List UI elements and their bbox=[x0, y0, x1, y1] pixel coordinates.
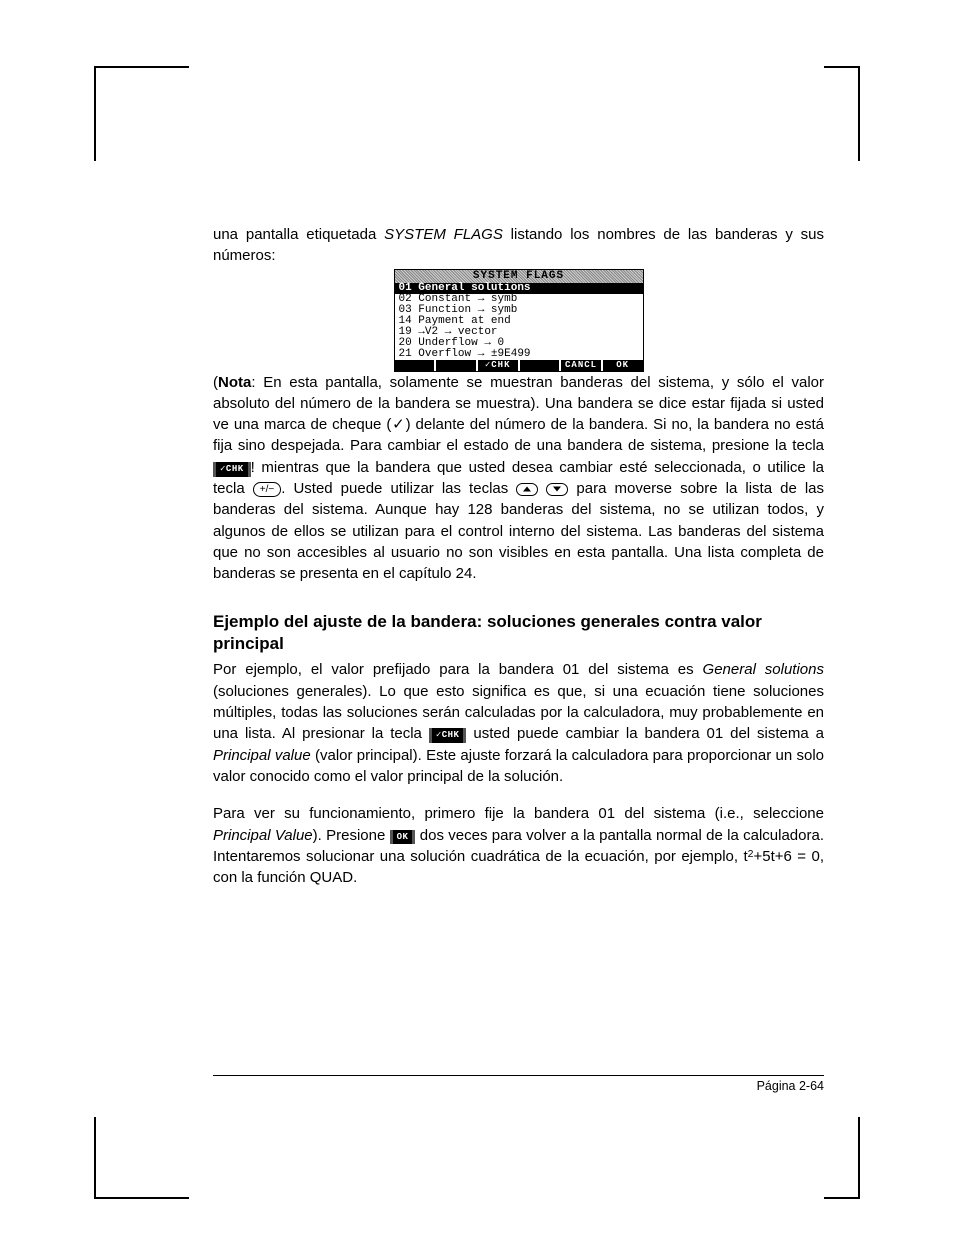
intro-pre: una pantalla etiquetada bbox=[213, 226, 384, 243]
lcd-line: 14 Payment at end bbox=[395, 316, 643, 327]
intro-flags-label: SYSTEM FLAGS bbox=[384, 226, 503, 243]
lcd-line: 02 Constant → symb bbox=[395, 294, 643, 305]
lcd-line: 19 →V2 → vector bbox=[395, 327, 643, 338]
p4-t2: ). Presione bbox=[313, 827, 390, 844]
crop-mark-bl bbox=[94, 1117, 189, 1199]
p3-it2: Principal value bbox=[213, 747, 311, 764]
lcd-title: SYSTEM FLAGS bbox=[395, 270, 643, 283]
crop-mark-tr bbox=[824, 66, 860, 161]
lcd-selected-row: 01 General solutions bbox=[395, 283, 643, 294]
section-heading: Ejemplo del ajuste de la bandera: soluci… bbox=[213, 611, 824, 656]
crop-mark-br bbox=[824, 1117, 860, 1199]
lcd-menu-item: CANCL bbox=[559, 360, 601, 371]
nota-paragraph: (Nota: En esta pantalla, solamente se mu… bbox=[213, 372, 824, 585]
lcd-line: 20 Underflow → 0 bbox=[395, 338, 643, 349]
p3-t1: Por ejemplo, el valor prefijado para la … bbox=[213, 661, 703, 678]
paragraph-gap bbox=[213, 787, 824, 803]
lcd-line: 21 Overflow → ±9E499 bbox=[395, 349, 643, 360]
lcd-menu-item bbox=[518, 360, 560, 371]
p4-t1: Para ver su funcionamiento, primero fije… bbox=[213, 805, 824, 822]
chk-softkey-icon: ✓CHK bbox=[429, 728, 467, 743]
lcd-screenshot: SYSTEM FLAGS 01 General solutions 02 Con… bbox=[394, 269, 644, 372]
p3-t3: usted puede cambiar la bandera 01 del si… bbox=[466, 725, 824, 742]
example-paragraph-1: Por ejemplo, el valor prefijado para la … bbox=[213, 659, 824, 787]
lcd-menu-item bbox=[395, 360, 435, 371]
intro-paragraph: una pantalla etiquetada SYSTEM FLAGS lis… bbox=[213, 224, 824, 267]
lcd-menu-item: OK bbox=[601, 360, 643, 371]
lcd-menu-item bbox=[434, 360, 476, 371]
lcd-menu-item: ✓CHK bbox=[476, 360, 518, 371]
p4-it1: Principal Value bbox=[213, 827, 313, 844]
lcd-line: 03 Function → symb bbox=[395, 305, 643, 316]
example-paragraph-2: Para ver su funcionamiento, primero fije… bbox=[213, 803, 824, 888]
page-number: Página 2-64 bbox=[213, 1079, 824, 1093]
page-content: una pantalla etiquetada SYSTEM FLAGS lis… bbox=[213, 224, 824, 888]
nota-t1: : En esta pantalla, solamente se muestra… bbox=[213, 374, 824, 455]
plus-minus-key-icon: +/− bbox=[253, 482, 281, 497]
chk-softkey-icon: ✓CHK bbox=[213, 462, 251, 477]
lcd-menu-bar: ✓CHK CANCL OK bbox=[395, 360, 643, 371]
up-arrow-key-icon bbox=[516, 483, 538, 496]
p3-it1: General solutions bbox=[703, 661, 824, 678]
ok-softkey-icon: OK bbox=[390, 830, 416, 845]
footer-rule bbox=[213, 1075, 824, 1076]
page-footer: Página 2-64 bbox=[213, 1075, 824, 1093]
nota-label: Nota bbox=[218, 374, 251, 391]
nota-t3: . Usted puede utilizar las teclas bbox=[281, 480, 516, 497]
crop-mark-tl bbox=[94, 66, 189, 161]
down-arrow-key-icon bbox=[546, 483, 568, 496]
